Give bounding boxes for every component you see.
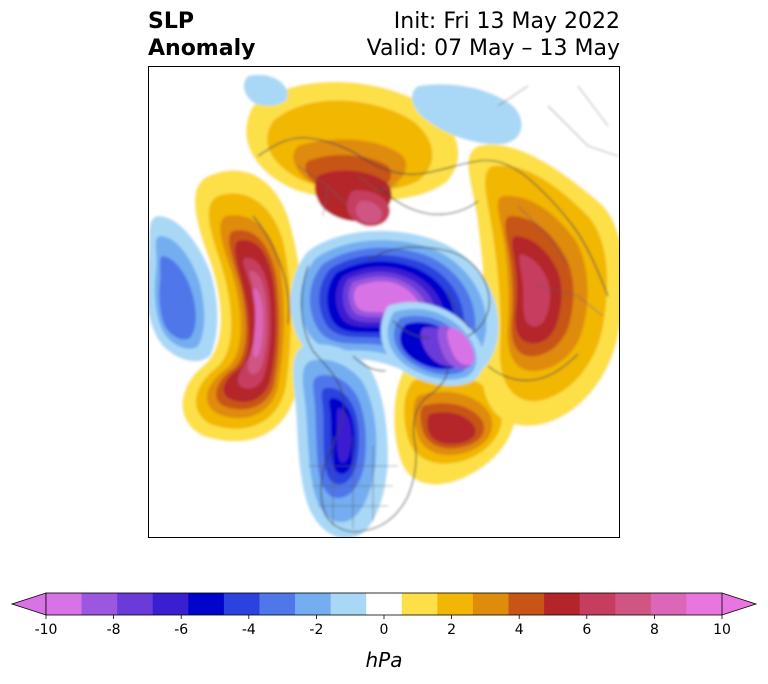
colorbar-segment [223,593,260,615]
colorbar-segment [579,593,616,615]
init-date: Init: Fri 13 May 2022 [393,9,620,34]
colorbar-segment [117,593,154,615]
country-borders [297,85,619,528]
title-line-2: Anomaly [148,36,256,61]
colorbar-segment [437,593,474,615]
colorbar-tick-label: -8 [107,622,121,638]
map-title: SLP Anomaly [148,8,255,62]
colorbar-tick-label: 2 [447,622,456,638]
colorbar-segment [188,593,225,615]
positive-anomaly-siberia [468,144,620,426]
colorbar-tick-label: -6 [174,622,188,638]
colorbar-segment [508,593,545,615]
colorbar-segment [686,593,723,615]
colorbar-segment [401,593,438,615]
date-info: Init: Fri 13 May 2022 Valid: 07 May – 13… [367,8,620,62]
colorbar-segment [81,593,118,615]
positive-anomaly-atlantic [393,355,516,485]
colorbar-tick-label: -10 [35,622,58,638]
positive-anomaly-pacific [182,170,304,442]
colorbar-segment [152,593,189,615]
colorbar-tick-label: 0 [380,622,389,638]
colorbar-segments [10,592,758,616]
colorbar-tick-label: -2 [309,622,323,638]
colorbar-tick-label: 6 [582,622,591,638]
colorbar-extend-low [10,592,47,616]
negative-anomaly-baffin [380,302,484,386]
colorbar-segment [259,593,296,615]
anomaly-map [148,66,620,538]
positive-anomaly-europe [245,81,459,227]
colorbar-tick-label: 10 [713,622,731,638]
colorbar-segment [650,593,687,615]
negative-anomaly-north-atlantic [243,74,522,145]
colorbar-segment [544,593,581,615]
colorbar-tick-label: 8 [650,622,659,638]
colorbar-extend-high [721,592,758,616]
negative-anomaly-pacific-west [148,216,218,362]
colorbar-tick-label: 4 [515,622,524,638]
colorbar-segment [295,593,332,615]
colorbar-segment [472,593,510,615]
colorbar-tick-label: -4 [242,622,256,638]
colorbar-segment [366,593,403,615]
map-frame [148,66,620,538]
colorbar: -10 -8 -6 -4 -2 0 2 4 6 8 10 hPa [10,592,758,672]
title-line-1: SLP [148,9,194,34]
colorbar-segment [46,593,83,615]
colorbar-unit-label: hPa [366,648,403,672]
valid-range: Valid: 07 May – 13 May [366,36,620,61]
colorbar-segment [615,593,652,615]
coastlines [252,137,609,533]
colorbar-segment [330,593,367,615]
colorbar-ticks: -10 -8 -6 -4 -2 0 2 4 6 8 10 [35,615,731,638]
